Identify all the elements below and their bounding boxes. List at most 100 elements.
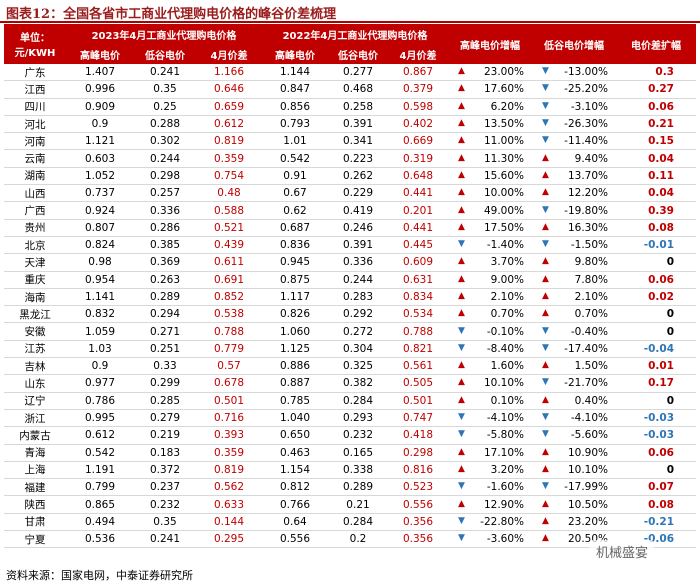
cell: 0.9 bbox=[66, 357, 134, 376]
cell: 0.754 bbox=[196, 167, 262, 186]
cell-text: 0.246 bbox=[342, 221, 374, 234]
cell-text: 1.50% bbox=[574, 360, 608, 373]
cell-text: -4.10% bbox=[570, 412, 608, 425]
cell-text: 0.284 bbox=[342, 394, 374, 407]
cell: 0.165 bbox=[328, 444, 388, 462]
trend-arrow: ▲ bbox=[458, 152, 465, 163]
cell-text: 0.271 bbox=[149, 325, 181, 338]
cell-text: 云南 bbox=[24, 153, 46, 166]
cell-text: 0.07 bbox=[648, 481, 674, 494]
cell-text: 0.9 bbox=[91, 360, 109, 373]
cell: 0.08 bbox=[616, 495, 696, 514]
cell-text: 0.295 bbox=[213, 533, 245, 546]
cell-text: 0.336 bbox=[149, 204, 181, 217]
cell-text: 1.154 bbox=[279, 463, 311, 476]
cell-text: 0.10% bbox=[490, 394, 524, 407]
cell-text: 0.229 bbox=[342, 187, 374, 200]
table-row: 甘肃 0.494 0.35 0.144 0.64 0.284 0.356 ▼ -22.80% ▲ 2… bbox=[4, 513, 696, 532]
cell: ▲ 23.20% bbox=[532, 513, 616, 532]
cell: 0.39 bbox=[616, 201, 696, 220]
cell: ▲ 0.40% bbox=[532, 392, 616, 410]
cell-text: 0.678 bbox=[213, 377, 245, 390]
cell: 0.852 bbox=[196, 288, 262, 307]
cell: ▼ -1.60% bbox=[448, 478, 532, 497]
cell: 0.232 bbox=[134, 495, 196, 514]
cell: ▼ -5.60% bbox=[532, 426, 616, 445]
cell-text: 0.356 bbox=[402, 515, 434, 528]
cell: 0.995 bbox=[66, 409, 134, 428]
cell-text: 0.807 bbox=[84, 221, 116, 234]
cell: 0.834 bbox=[388, 288, 448, 307]
cell-text: 0.799 bbox=[84, 481, 116, 494]
cell: 0.298 bbox=[134, 167, 196, 186]
trend-arrow: ▲ bbox=[458, 273, 465, 284]
trend-arrow: ▼ bbox=[542, 429, 549, 440]
cell-text: 13.50% bbox=[483, 118, 524, 131]
cell: 0.98 bbox=[66, 253, 134, 272]
cell: 0.799 bbox=[66, 478, 134, 497]
cell-text: 0.356 bbox=[402, 533, 434, 546]
cell-text: 0.819 bbox=[213, 463, 245, 476]
cell: 0.631 bbox=[388, 271, 448, 289]
trend-arrow: ▲ bbox=[542, 273, 549, 284]
cell-text: 0.785 bbox=[279, 394, 311, 407]
cell: 0 bbox=[616, 322, 696, 341]
cell: ▲ 1.60% bbox=[448, 357, 532, 376]
cell-text: 0.9 bbox=[91, 118, 109, 131]
corner: 单位： 元/KWH bbox=[4, 24, 66, 64]
cell: ▲ 16.30% bbox=[532, 219, 616, 237]
cell: 0.886 bbox=[262, 357, 328, 376]
cell-text: 0.232 bbox=[342, 429, 374, 442]
cell: ▲ 12.90% bbox=[448, 495, 532, 514]
cell: 0.3 bbox=[616, 64, 696, 82]
cell: 0.246 bbox=[328, 219, 388, 237]
cell: 0.17 bbox=[616, 374, 696, 393]
trend-arrow: ▼ bbox=[542, 118, 549, 129]
cell: 0.887 bbox=[262, 374, 328, 393]
trend-arrow: ▲ bbox=[542, 498, 549, 509]
cell-text: 0.505 bbox=[402, 377, 434, 390]
cell-text: 0.325 bbox=[342, 360, 374, 373]
cell: 北京 bbox=[4, 236, 66, 255]
cell-text: 海南 bbox=[24, 291, 46, 304]
cell-text: -0.01 bbox=[643, 239, 674, 252]
cell-text: 0.779 bbox=[213, 342, 245, 355]
cell: 0.954 bbox=[66, 271, 134, 289]
cell-text: -5.80% bbox=[486, 429, 524, 442]
cell-text: 1.191 bbox=[84, 463, 116, 476]
cell-text: 0.70% bbox=[490, 308, 524, 321]
trend-arrow: ▲ bbox=[458, 308, 465, 319]
cell-text: 0.836 bbox=[279, 239, 311, 252]
cell-text: 陕西 bbox=[24, 499, 46, 512]
table-row: 河南 1.121 0.302 0.819 1.01 0.341 0.669 ▲ 11.00% ▼ -… bbox=[4, 132, 696, 151]
cell: 0.826 bbox=[262, 305, 328, 324]
cell-text: 0.865 bbox=[84, 498, 116, 511]
trend-arrow: ▼ bbox=[458, 533, 465, 544]
cell: 1.117 bbox=[262, 288, 328, 307]
cell: 0.35 bbox=[134, 80, 196, 99]
cell: 0.359 bbox=[196, 444, 262, 462]
cell-text: 0.289 bbox=[149, 291, 181, 303]
trend-arrow: ▼ bbox=[458, 412, 465, 423]
cell-text: 0.294 bbox=[149, 308, 181, 321]
cell: 0.9 bbox=[66, 115, 134, 134]
cell: 0 bbox=[616, 392, 696, 410]
trend-arrow: ▲ bbox=[458, 204, 465, 215]
cell-text: 0.419 bbox=[342, 204, 374, 217]
cell: 0.319 bbox=[388, 149, 448, 168]
table-row: 青海 0.542 0.183 0.359 0.463 0.165 0.298 ▲ 17.10% ▲… bbox=[4, 444, 696, 462]
cell: 0.856 bbox=[262, 98, 328, 116]
trend-arrow: ▼ bbox=[458, 481, 465, 492]
cell: ▲ 13.70% bbox=[532, 167, 616, 186]
cell-text: 0.292 bbox=[342, 308, 374, 321]
cell: 0.977 bbox=[66, 374, 134, 393]
cell: 0.91 bbox=[262, 167, 328, 186]
cell: ▲ 10.00% bbox=[448, 184, 532, 203]
cell-text: 0.716 bbox=[213, 412, 245, 425]
cell-text: 0.06 bbox=[648, 446, 674, 459]
cell: ▲ 3.20% bbox=[448, 461, 532, 480]
trend-arrow: ▲ bbox=[458, 256, 465, 267]
cell: 0.534 bbox=[388, 305, 448, 324]
cell: 0.909 bbox=[66, 98, 134, 116]
cell: ▲ 9.80% bbox=[532, 253, 616, 272]
